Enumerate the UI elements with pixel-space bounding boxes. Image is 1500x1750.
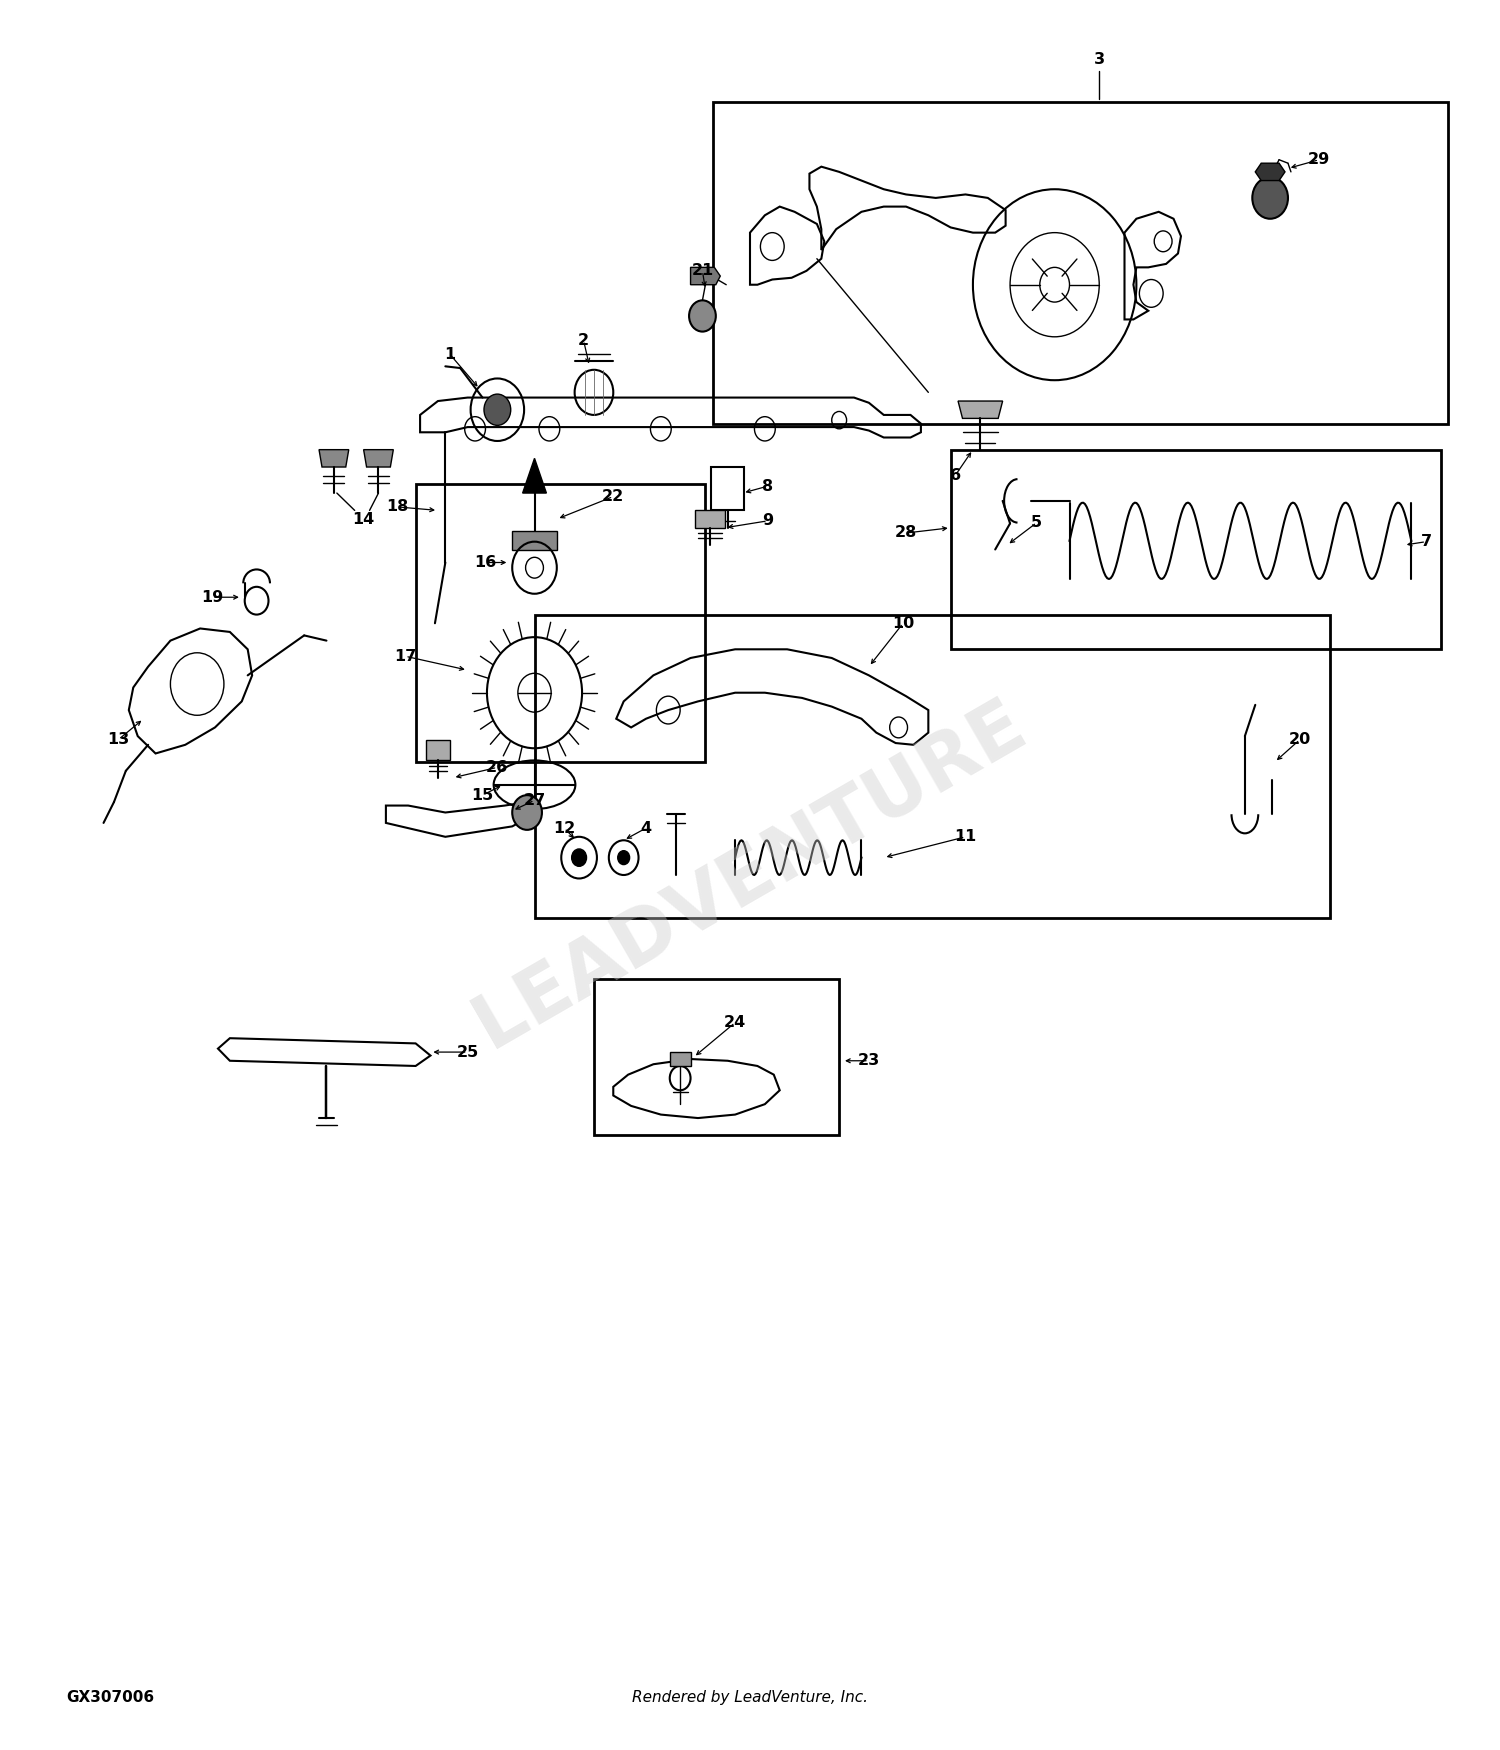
- Circle shape: [688, 301, 715, 331]
- Text: 20: 20: [1288, 732, 1311, 747]
- Circle shape: [484, 394, 510, 425]
- Text: 21: 21: [692, 262, 714, 278]
- Text: 7: 7: [1420, 534, 1431, 550]
- Polygon shape: [694, 511, 724, 528]
- Text: 23: 23: [858, 1054, 880, 1068]
- Polygon shape: [320, 450, 348, 467]
- Text: 14: 14: [352, 511, 375, 527]
- Text: 10: 10: [892, 616, 914, 630]
- Text: 22: 22: [602, 488, 624, 504]
- Bar: [712, 103, 1449, 424]
- Text: 1: 1: [444, 346, 456, 362]
- Circle shape: [1252, 177, 1288, 219]
- Text: 12: 12: [554, 821, 576, 835]
- Text: 9: 9: [762, 513, 774, 528]
- Polygon shape: [669, 1052, 690, 1066]
- Bar: [534, 614, 1329, 919]
- Polygon shape: [363, 450, 393, 467]
- Text: 15: 15: [471, 788, 494, 803]
- Text: 29: 29: [1308, 152, 1330, 168]
- Polygon shape: [1256, 163, 1286, 180]
- Text: 2: 2: [578, 332, 590, 348]
- Circle shape: [525, 556, 543, 578]
- Text: 18: 18: [387, 499, 410, 514]
- Text: 11: 11: [954, 830, 976, 844]
- Circle shape: [618, 850, 630, 864]
- Text: 13: 13: [108, 732, 129, 747]
- Text: LEADVENTURE: LEADVENTURE: [462, 688, 1038, 1062]
- Polygon shape: [426, 740, 450, 761]
- Text: 16: 16: [474, 555, 496, 570]
- Text: 24: 24: [724, 1015, 747, 1031]
- Circle shape: [512, 794, 542, 829]
- Text: GX307006: GX307006: [66, 1690, 154, 1704]
- Text: 17: 17: [394, 649, 417, 663]
- Bar: [711, 467, 744, 511]
- Text: 25: 25: [456, 1045, 478, 1059]
- Text: 28: 28: [896, 525, 916, 541]
- Bar: [594, 980, 838, 1136]
- Polygon shape: [512, 532, 556, 550]
- Text: 27: 27: [524, 793, 546, 808]
- Text: 8: 8: [762, 478, 774, 494]
- Text: 4: 4: [640, 821, 651, 835]
- Text: 6: 6: [950, 469, 960, 483]
- Text: 3: 3: [1094, 51, 1106, 66]
- Polygon shape: [522, 458, 546, 493]
- Text: 19: 19: [201, 590, 223, 605]
- Polygon shape: [690, 268, 720, 285]
- Text: 5: 5: [1032, 514, 1042, 530]
- Text: Rendered by LeadVenture, Inc.: Rendered by LeadVenture, Inc.: [632, 1690, 868, 1704]
- Circle shape: [572, 849, 586, 866]
- Bar: [416, 485, 705, 763]
- Text: 26: 26: [486, 760, 508, 775]
- Bar: [951, 450, 1442, 649]
- Polygon shape: [958, 401, 1002, 418]
